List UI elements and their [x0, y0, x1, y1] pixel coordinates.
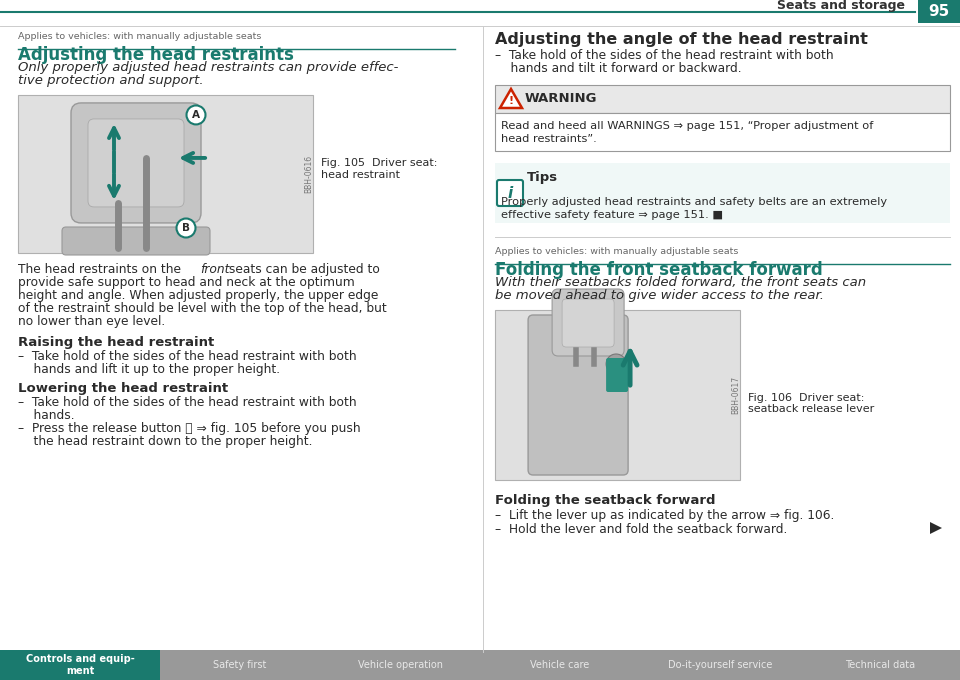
Text: Properly adjusted head restraints and safety belts are an extremely: Properly adjusted head restraints and sa… [501, 197, 887, 207]
Text: Adjusting the head restraints: Adjusting the head restraints [18, 46, 294, 64]
Circle shape [612, 359, 621, 369]
Text: effective safety feature ⇒ page 151. ■: effective safety feature ⇒ page 151. ■ [501, 210, 723, 220]
FancyBboxPatch shape [88, 119, 184, 207]
Text: no lower than eye level.: no lower than eye level. [18, 315, 165, 328]
Text: Folding the seatback forward: Folding the seatback forward [495, 494, 715, 507]
Circle shape [606, 354, 626, 374]
Text: Seats and storage: Seats and storage [777, 0, 905, 12]
Text: Vehicle care: Vehicle care [530, 660, 589, 670]
FancyBboxPatch shape [528, 315, 628, 475]
Text: Applies to vehicles: with manually adjustable seats: Applies to vehicles: with manually adjus… [18, 32, 261, 41]
FancyBboxPatch shape [563, 299, 614, 347]
Polygon shape [500, 89, 522, 108]
Text: With their seatbacks folded forward, the front seats can: With their seatbacks folded forward, the… [495, 276, 866, 289]
FancyBboxPatch shape [495, 113, 950, 151]
FancyBboxPatch shape [62, 227, 210, 255]
Text: BBH-0617: BBH-0617 [732, 376, 740, 414]
FancyBboxPatch shape [495, 85, 950, 113]
FancyBboxPatch shape [495, 163, 950, 223]
FancyBboxPatch shape [321, 650, 480, 679]
Text: –  Press the release button Ⓐ ⇒ fig. 105 before you push: – Press the release button Ⓐ ⇒ fig. 105 … [18, 422, 361, 435]
Text: Lowering the head restraint: Lowering the head restraint [18, 382, 228, 395]
Text: tive protection and support.: tive protection and support. [18, 74, 204, 87]
FancyBboxPatch shape [480, 650, 639, 679]
FancyBboxPatch shape [918, 0, 960, 23]
Text: i: i [508, 186, 513, 201]
Text: –  Lift the lever up as indicated by the arrow ⇒ fig. 106.: – Lift the lever up as indicated by the … [495, 509, 834, 522]
Text: seats can be adjusted to: seats can be adjusted to [225, 263, 380, 276]
Text: –  Take hold of the sides of the head restraint with both: – Take hold of the sides of the head res… [18, 396, 356, 409]
Text: Adjusting the angle of the head restraint: Adjusting the angle of the head restrain… [495, 32, 868, 47]
Text: 95: 95 [928, 5, 949, 20]
Text: Controls and equip-
ment: Controls and equip- ment [26, 654, 134, 676]
FancyBboxPatch shape [495, 310, 740, 480]
Text: WARNING: WARNING [525, 92, 597, 105]
Text: The head restraints on the: The head restraints on the [18, 263, 185, 276]
Text: Raising the head restraint: Raising the head restraint [18, 336, 214, 349]
Text: Applies to vehicles: with manually adjustable seats: Applies to vehicles: with manually adjus… [495, 247, 738, 256]
Text: height and angle. When adjusted properly, the upper edge: height and angle. When adjusted properly… [18, 289, 378, 302]
Text: front: front [200, 263, 229, 276]
FancyBboxPatch shape [0, 650, 159, 679]
FancyBboxPatch shape [18, 95, 313, 253]
Text: B: B [182, 223, 190, 233]
Text: hands and tilt it forward or backward.: hands and tilt it forward or backward. [495, 62, 742, 75]
Text: provide safe support to head and neck at the optimum: provide safe support to head and neck at… [18, 276, 355, 289]
Text: Vehicle operation: Vehicle operation [357, 660, 443, 670]
Text: –  Hold the lever and fold the seatback forward.: – Hold the lever and fold the seatback f… [495, 523, 787, 536]
Text: –  Take hold of the sides of the head restraint with both: – Take hold of the sides of the head res… [495, 49, 833, 62]
FancyBboxPatch shape [160, 650, 320, 679]
FancyBboxPatch shape [552, 289, 624, 356]
Text: !: ! [509, 96, 514, 106]
Circle shape [177, 218, 196, 237]
Circle shape [186, 105, 205, 124]
FancyBboxPatch shape [497, 180, 523, 206]
Text: Only properly adjusted head restraints can provide effec-: Only properly adjusted head restraints c… [18, 61, 398, 74]
FancyBboxPatch shape [640, 650, 800, 679]
Text: Safety first: Safety first [213, 660, 267, 670]
Text: head restraints”.: head restraints”. [501, 134, 597, 144]
Text: be moved ahead to give wider access to the rear.: be moved ahead to give wider access to t… [495, 289, 824, 302]
Text: Fig. 105  Driver seat:
head restraint: Fig. 105 Driver seat: head restraint [321, 158, 438, 180]
Text: the head restraint down to the proper height.: the head restraint down to the proper he… [18, 435, 313, 448]
Text: –  Take hold of the sides of the head restraint with both: – Take hold of the sides of the head res… [18, 350, 356, 363]
FancyBboxPatch shape [801, 650, 960, 679]
Text: hands and lift it up to the proper height.: hands and lift it up to the proper heigh… [18, 363, 280, 376]
Text: Technical data: Technical data [845, 660, 915, 670]
Text: Folding the front seatback forward: Folding the front seatback forward [495, 261, 823, 279]
Text: Tips: Tips [527, 171, 558, 184]
Text: BBH-0616: BBH-0616 [304, 155, 314, 193]
Text: of the restraint should be level with the top of the head, but: of the restraint should be level with th… [18, 302, 387, 315]
FancyBboxPatch shape [606, 358, 628, 392]
Text: A: A [192, 110, 200, 120]
Text: Do-it-yourself service: Do-it-yourself service [668, 660, 772, 670]
Text: Read and heed all WARNINGS ⇒ page 151, “Proper adjustment of: Read and heed all WARNINGS ⇒ page 151, “… [501, 121, 874, 131]
FancyBboxPatch shape [71, 103, 201, 223]
Text: hands.: hands. [18, 409, 75, 422]
Polygon shape [930, 522, 942, 534]
Text: Fig. 106  Driver seat:
seatback release lever: Fig. 106 Driver seat: seatback release l… [748, 393, 875, 414]
